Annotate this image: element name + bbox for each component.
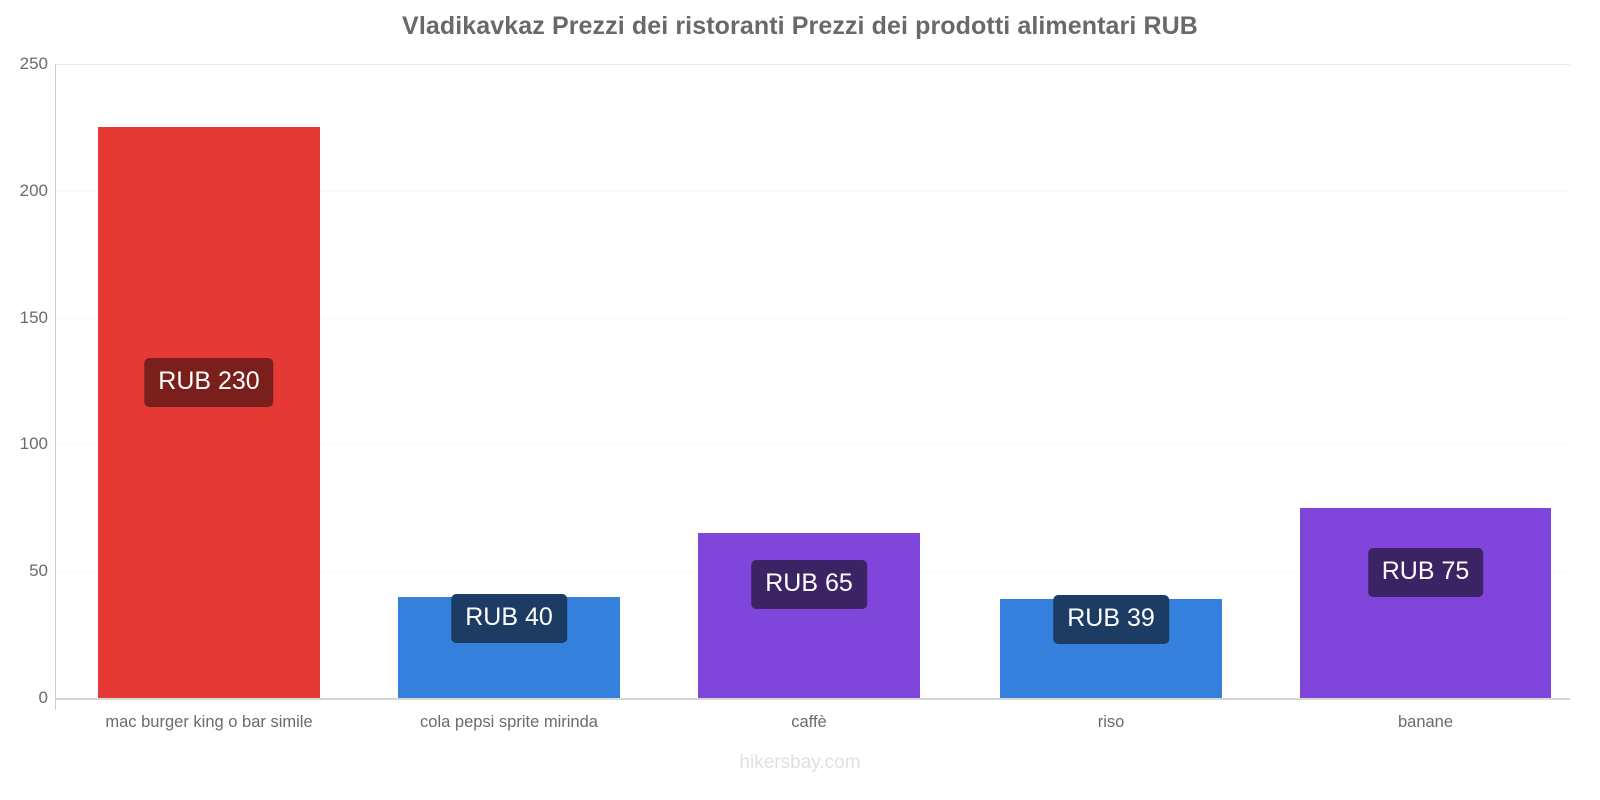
bar[interactable] [98, 127, 320, 698]
x-tick-label: mac burger king o bar simile [105, 713, 313, 731]
x-tick-label: riso [1097, 713, 1125, 731]
x-axis-line [55, 698, 1570, 700]
x-tick-mark [55, 699, 56, 710]
y-tick-label: 0 [38, 688, 48, 707]
bar-value-label: RUB 39 [1053, 595, 1169, 644]
y-tick-label: 50 [29, 561, 48, 581]
x-tick-label: caffè [791, 713, 827, 731]
y-tick-label: 250 [19, 54, 48, 73]
gridline [55, 190, 1570, 192]
bar[interactable] [1300, 507, 1551, 698]
bar-value-label: RUB 40 [451, 594, 567, 643]
watermark: hikersbay.com [739, 752, 861, 773]
y-axis-line [55, 64, 56, 698]
gridline [55, 64, 1570, 65]
y-axis: 0 50 100 150 200 250 [0, 0, 48, 800]
bar-value-label: RUB 65 [751, 560, 867, 609]
bar-value-label: RUB 75 [1367, 548, 1484, 597]
y-tick-label: 200 [19, 180, 48, 200]
plot-area [55, 64, 1570, 698]
y-tick-label: 150 [19, 307, 48, 327]
chart-title: Vladikavkaz Prezzi dei ristoranti Prezzi… [402, 12, 1198, 40]
x-tick-label: banane [1397, 713, 1454, 731]
gridline [55, 444, 1570, 446]
gridline [55, 317, 1570, 319]
bar[interactable] [698, 533, 920, 698]
bar-value-label: RUB 230 [144, 358, 274, 407]
x-tick-label: cola pepsi sprite mirinda [420, 713, 598, 731]
y-tick-label: 100 [19, 434, 48, 454]
